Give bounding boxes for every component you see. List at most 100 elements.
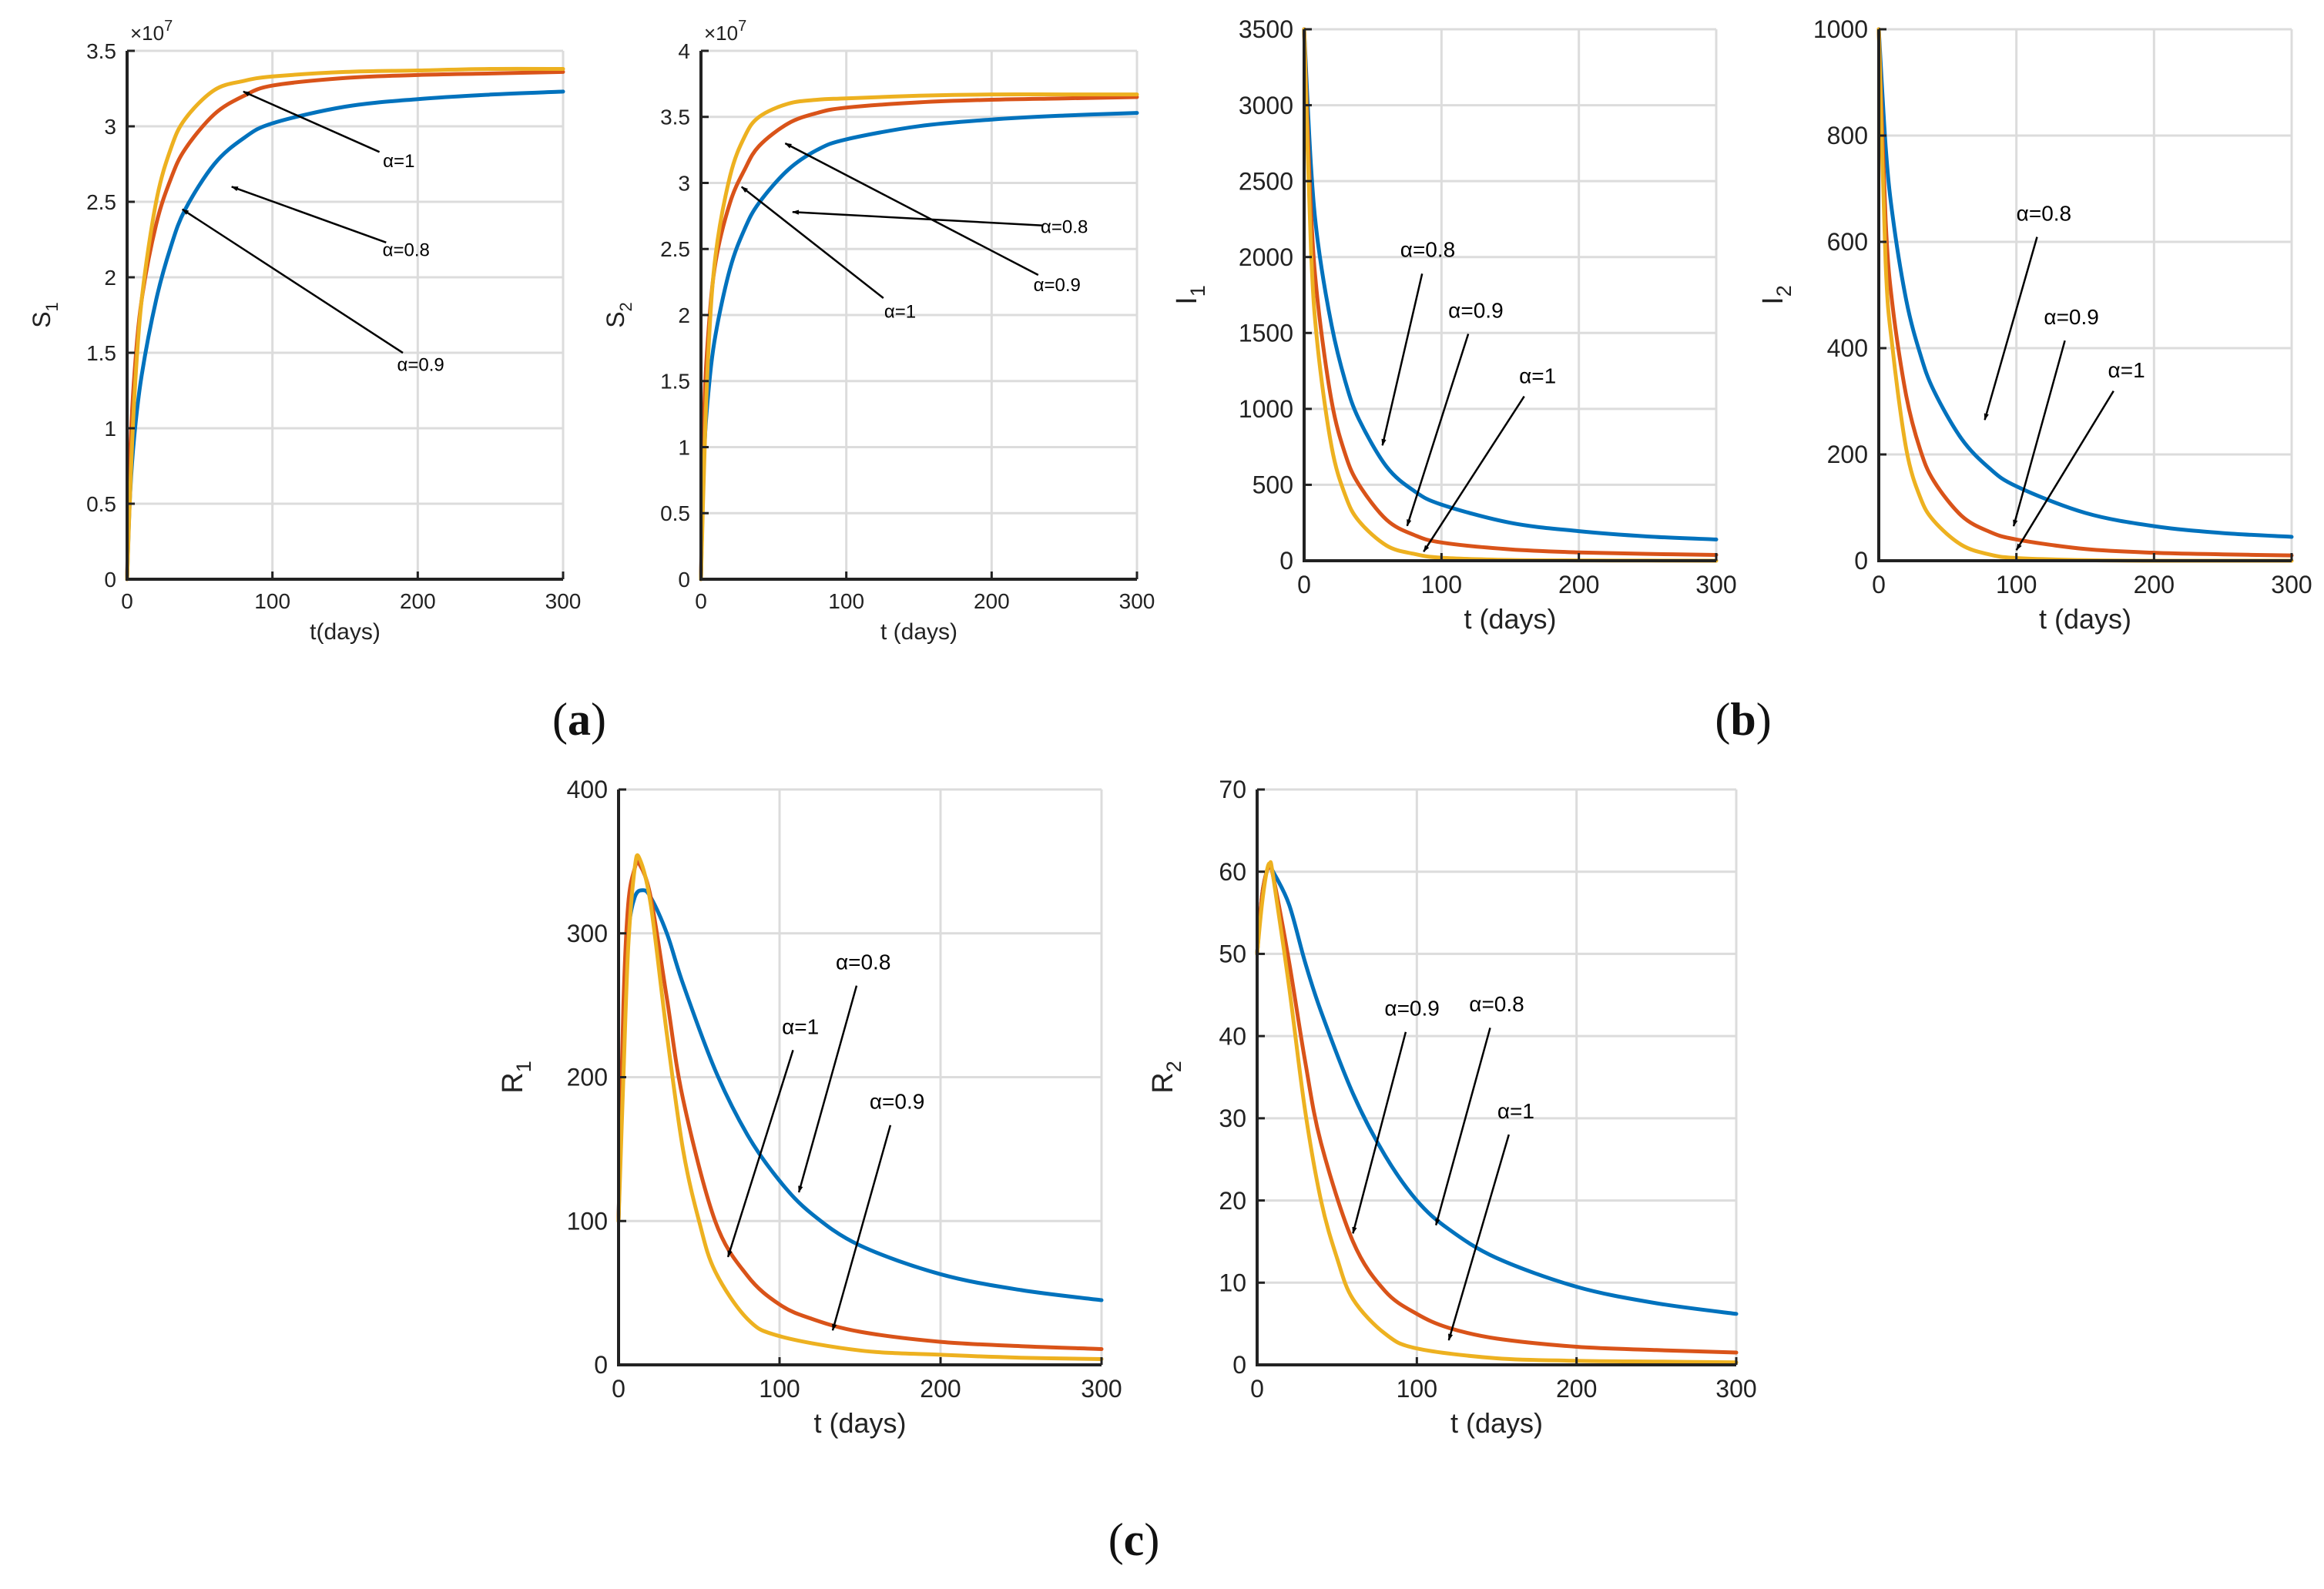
i1-y-tick-label-6: 3000: [1239, 92, 1293, 119]
i1-y-tick-label-2: 1000: [1239, 395, 1293, 423]
i1-y-tick-label-1: 500: [1253, 471, 1293, 499]
r2-x-tick-label-2: 200: [1556, 1375, 1597, 1403]
i1-x-tick-label-2: 200: [1558, 571, 1599, 598]
i1-y-tick-label-3: 1500: [1239, 319, 1293, 347]
s1-y-label: S1: [28, 302, 62, 328]
r1-annotation-1-label: α=0.8: [836, 950, 890, 974]
r1-annotation-3-arrow: [831, 1125, 892, 1332]
i2-y-label-sub: 2: [1772, 285, 1796, 297]
i1-x-tick-label-3: 300: [1695, 571, 1736, 598]
s1-y-tick-label-2: 1: [104, 417, 116, 441]
s1-annotation-2-arrow: [230, 186, 387, 243]
r1-annotation-3-label: α=0.9: [870, 1090, 924, 1114]
i1-y-tick-label-7: 3500: [1239, 15, 1293, 43]
r2-x-tick-label-3: 300: [1715, 1375, 1756, 1403]
s1-y-label-sub: 1: [42, 302, 62, 311]
i1-plot-area: [1304, 29, 1716, 561]
s2-y-tick-label-1: 0.5: [660, 501, 690, 525]
s1-exponent-base: ×10: [130, 22, 164, 45]
r1-x-tick-label-1: 100: [759, 1375, 800, 1403]
i2-plot-area: [1879, 29, 2292, 561]
r2-annotation-2-label: α=0.8: [1469, 992, 1524, 1016]
i2-x-tick-label-1: 100: [1996, 571, 2037, 598]
r2-y-tick-label-5: 50: [1219, 940, 1246, 968]
r2-y-label-sub: 2: [1162, 1061, 1185, 1072]
r2-y-tick-label-3: 30: [1219, 1105, 1246, 1132]
panel-label-b-letter: b: [1730, 694, 1756, 745]
s2-y-label-sub: 2: [616, 302, 635, 311]
s2-y-tick-label-4: 2: [678, 303, 690, 327]
r1-y-label-main: R: [497, 1072, 529, 1093]
i1-annotation-1-label: α=0.8: [1400, 238, 1455, 262]
i2-y-tick-label-2: 400: [1827, 334, 1868, 362]
i2-annotation-3-label: α=1: [2108, 358, 2145, 382]
i1-y-tick-label-0: 0: [1279, 547, 1293, 575]
r2-plot-area: [1257, 789, 1736, 1365]
r1-y-tick-label-3: 300: [567, 920, 608, 947]
s2-annotation-2-label: α=0.9: [1034, 275, 1081, 296]
s2-annotation-3-label: α=1: [884, 301, 916, 322]
r2-y-tick-label-2: 20: [1219, 1187, 1246, 1215]
i1-y-tick-label-4: 2000: [1239, 243, 1293, 271]
s2-x-label: t (days): [880, 619, 957, 645]
s2-y-tick-label-5: 2.5: [660, 237, 690, 261]
i1-y-label-sub: 1: [1186, 285, 1209, 297]
i1-series-1-line: [1302, 27, 1719, 541]
i2-x-tick-label-3: 300: [2271, 571, 2312, 598]
s2-y-tick-label-7: 3.5: [660, 106, 690, 129]
i2-y-label-main: I: [1757, 297, 1789, 305]
i2-y-tick-label-4: 800: [1827, 122, 1868, 149]
s1-annotation-1-label: α=1: [383, 151, 414, 172]
i1-y-label-main: I: [1171, 297, 1203, 305]
r2-series-3-line: [1255, 860, 1739, 1365]
r1-y-tick-label-4: 400: [567, 776, 608, 803]
r2-annotation-1-label: α=0.9: [1384, 996, 1439, 1020]
s1-y-tick-label-7: 3.5: [86, 39, 116, 63]
i2-y-tick-label-3: 600: [1827, 228, 1868, 256]
r1-series-3-line: [616, 853, 1104, 1361]
r1-series-2-line: [616, 860, 1104, 1351]
i2-annotation-1-label: α=0.8: [2017, 201, 2071, 225]
s2-annotation-1-arrow: [792, 210, 1044, 227]
panel-label-b: (b): [1715, 694, 1772, 745]
s1-exponent-label: ×107: [130, 18, 173, 45]
i2-annotation-1-arrow: [1984, 236, 2038, 421]
chart-s1: 0 100 200 30000.511.522.533.5t(days)S1×107α…: [28, 18, 581, 645]
s2-x-tick-label-3: 300: [1119, 589, 1155, 613]
s2-y-label: S2: [602, 302, 635, 328]
s1-y-tick-label-4: 2: [104, 266, 116, 290]
panel-label-c: (c): [1108, 1514, 1160, 1565]
panel-label-a-letter: a: [568, 694, 591, 745]
i2-series-2-line: [1876, 27, 2294, 558]
s1-y-tick-label-1: 0.5: [86, 492, 116, 516]
s1-annotation-3-label: α=0.9: [397, 355, 444, 376]
s2-exponent-power: 7: [738, 18, 746, 35]
s1-annotation-3-arrow: [181, 208, 404, 354]
s2-exponent-base: ×10: [704, 22, 738, 45]
r2-annotation-2-arrow: [1434, 1027, 1491, 1226]
chart-i1: 0 100 200 3000500100015002000250030003500t …: [1171, 15, 1737, 635]
s2-annotation-1-label: α=0.8: [1041, 217, 1088, 238]
r2-y-label-main: R: [1147, 1072, 1179, 1093]
s2-x-tick-label-1: 100: [828, 589, 864, 613]
s2-series-3-line: [699, 92, 1139, 582]
i1-series-2-line: [1302, 27, 1719, 557]
r1-y-tick-label-2: 200: [567, 1064, 608, 1091]
r2-x-label: t (days): [1450, 1407, 1543, 1439]
i1-annotation-2-label: α=0.9: [1448, 299, 1503, 323]
r1-y-tick-label-0: 0: [594, 1351, 608, 1379]
i2-x-label: t (days): [2039, 603, 2131, 635]
r2-x-tick-label-1: 100: [1397, 1375, 1437, 1403]
s1-y-tick-label-3: 1.5: [86, 341, 116, 365]
s2-y-label-main: S: [602, 311, 629, 327]
i1-annotation-3-arrow: [1423, 395, 1525, 552]
s2-x-tick-label-0: 0: [695, 589, 707, 613]
s2-annotation-3-arrow: [741, 186, 884, 299]
r2-annotation-3-arrow: [1447, 1134, 1510, 1341]
i1-x-label: t (days): [1464, 603, 1556, 635]
r2-y-label: R2: [1147, 1061, 1185, 1093]
s1-annotation-2-label: α=0.8: [383, 240, 430, 261]
s2-y-tick-label-8: 4: [678, 39, 690, 63]
r1-y-label: R1: [497, 1061, 535, 1093]
